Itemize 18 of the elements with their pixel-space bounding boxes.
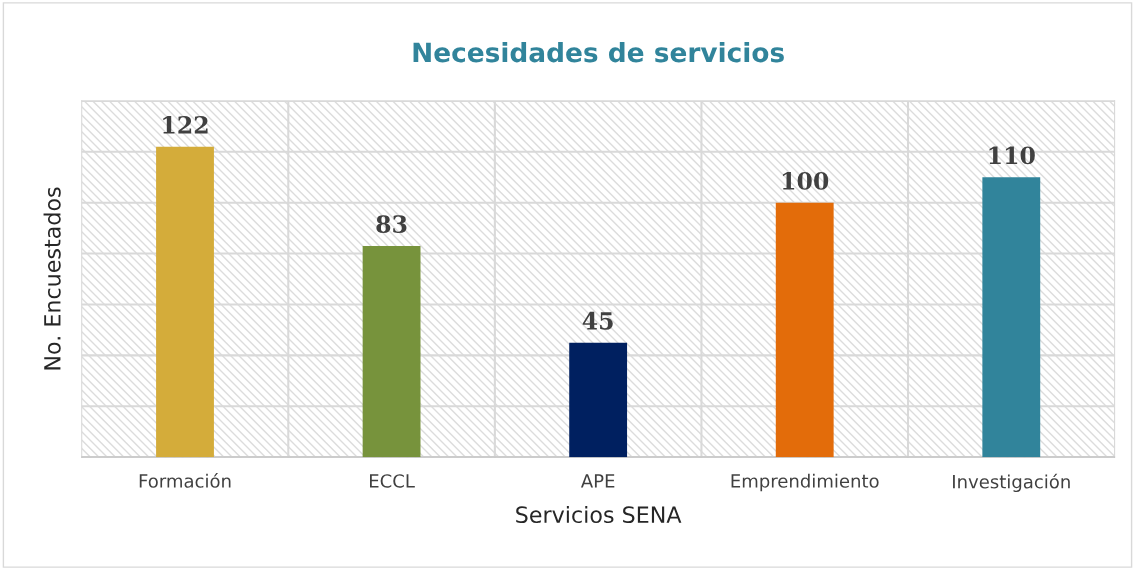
y-axis-title: No. Encuestados [43, 187, 61, 370]
bar [569, 342, 628, 458]
x-tick-label: Investigación [953, 473, 1070, 492]
data-label: 122 [163, 115, 208, 134]
bar [775, 202, 834, 458]
x-tick-label: APE [580, 474, 615, 488]
x-tick-label: ECCL [370, 474, 415, 488]
data-label: 83 [376, 215, 407, 234]
bar [982, 177, 1041, 458]
chart-title: Necesidades de servicios [413, 41, 784, 63]
x-tick-label: Emprendimiento [731, 473, 879, 492]
bar [362, 245, 421, 458]
x-tick-label: Formación [139, 473, 231, 488]
data-label: 45 [582, 311, 613, 330]
bar [156, 146, 214, 458]
data-label: 100 [782, 171, 829, 190]
x-axis-title: Servicios SENA [516, 505, 682, 524]
data-label: 110 [989, 146, 1035, 165]
